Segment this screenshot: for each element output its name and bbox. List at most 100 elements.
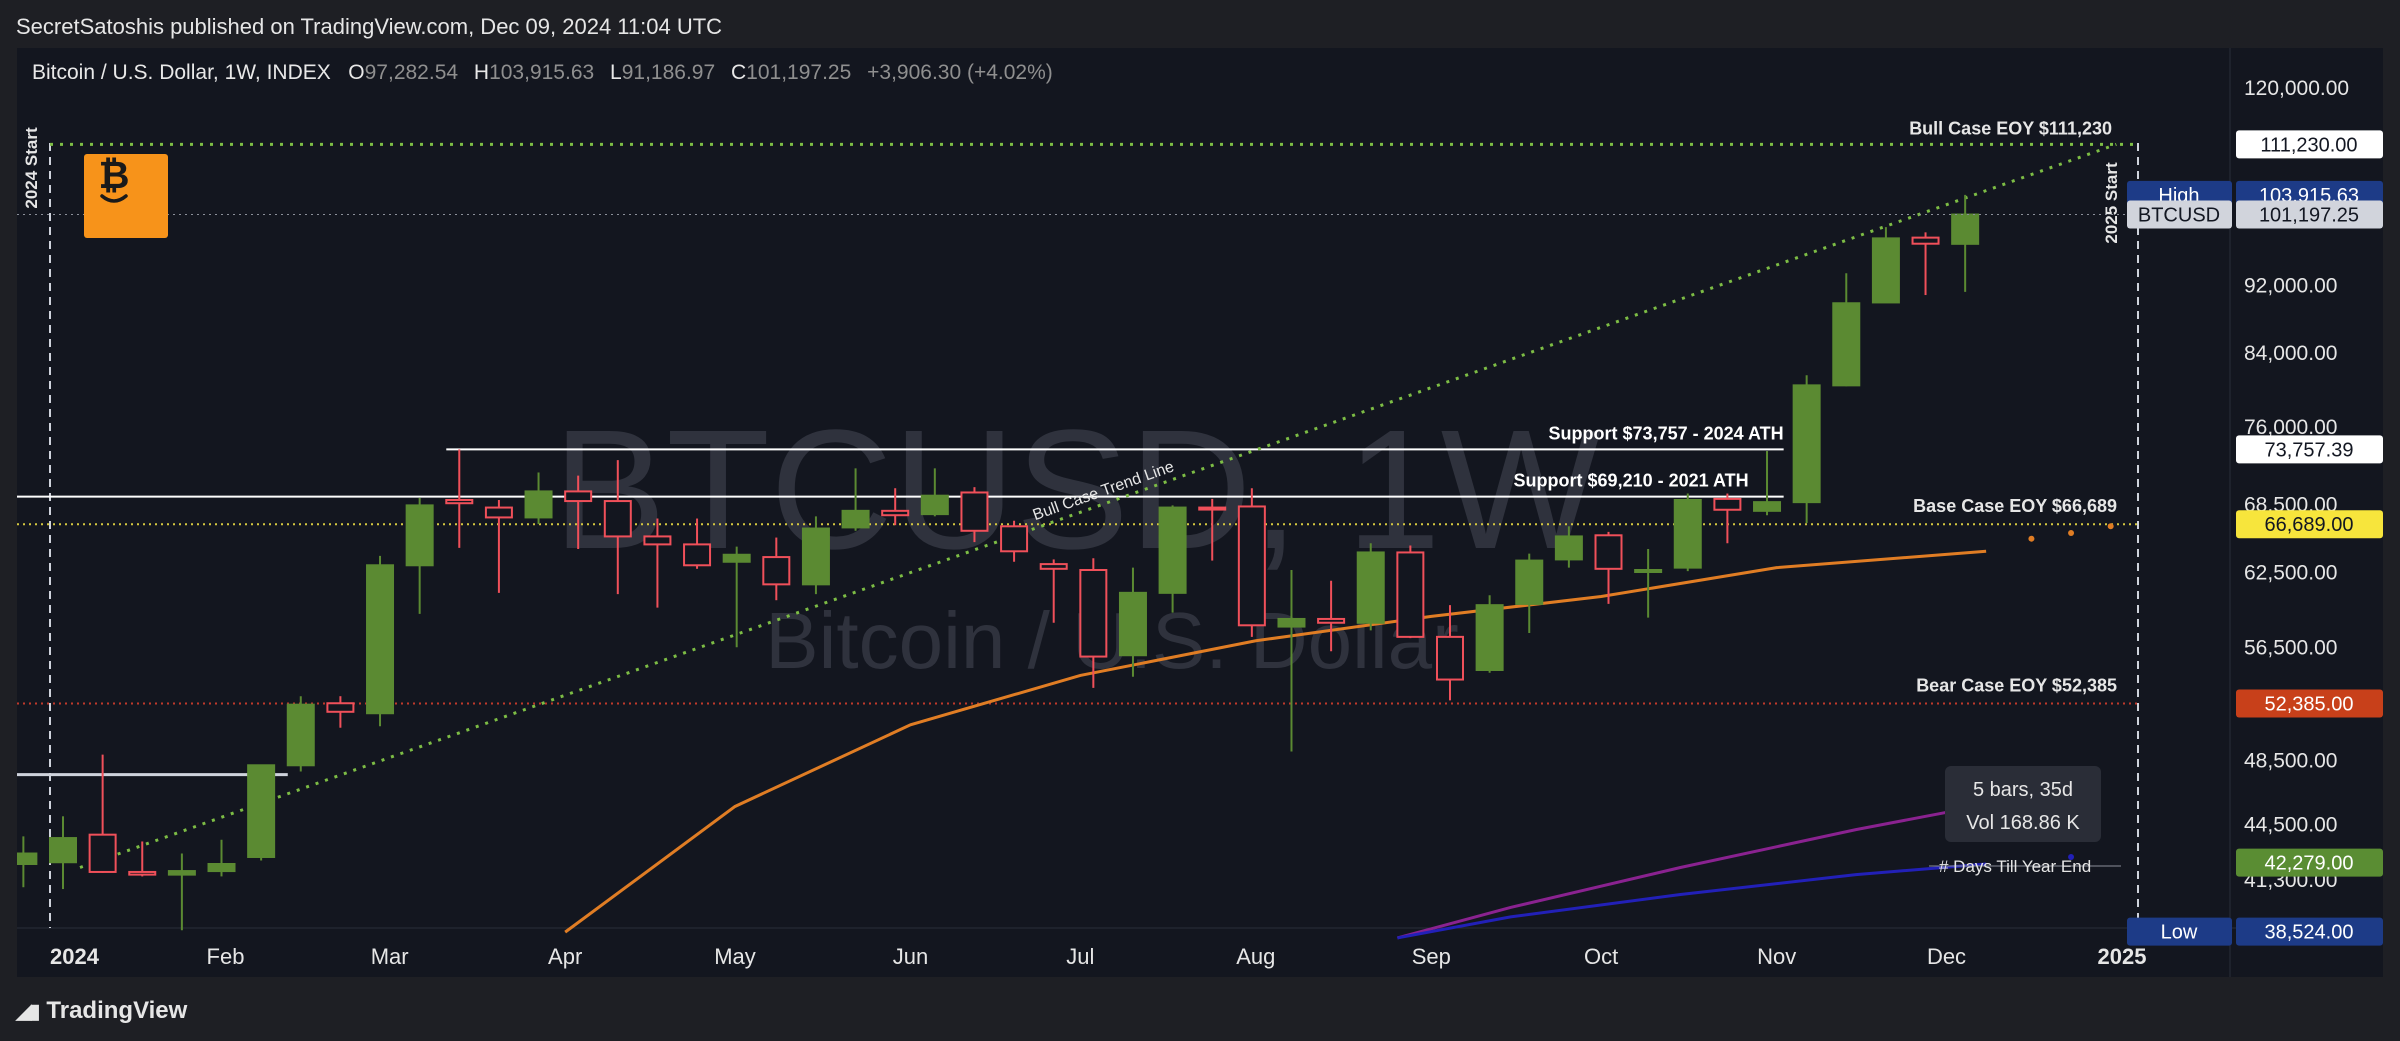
candle	[643, 518, 672, 608]
candle	[1594, 531, 1623, 604]
candle	[1713, 493, 1742, 544]
candle	[1158, 505, 1187, 613]
high-value: 103,915.63	[489, 61, 595, 84]
candle	[88, 754, 117, 873]
bull-case-label: Bull Case EOY $111,230	[1909, 118, 2112, 138]
measure-volume: Vol 168.86 K	[1966, 812, 2080, 834]
candle-body	[1237, 505, 1266, 627]
candle	[524, 472, 553, 525]
bitcoin-logo: ₿	[84, 154, 168, 238]
change-value: +3,906.30 (+4.02%)	[867, 61, 1053, 84]
candle	[1911, 232, 1940, 296]
bear-case-label: Bear Case EOY $52,385	[1916, 675, 2117, 695]
bull-trend-line	[79, 142, 2117, 869]
symbol-title[interactable]: Bitcoin / U.S. Dollar, 1W, INDEX	[32, 61, 331, 84]
price-label-text: 66,689.00	[2265, 514, 2354, 536]
candle	[1634, 548, 1663, 618]
low-label: L	[610, 61, 622, 84]
open-value: 97,282.54	[364, 61, 459, 84]
candle	[603, 460, 632, 595]
candle	[1237, 488, 1266, 637]
candle	[326, 696, 355, 728]
x-tick-label: Mar	[371, 944, 409, 969]
candle	[1871, 227, 1900, 304]
price-chart[interactable]: BTCUSD, 1W Bitcoin / U.S. Dollar 2024 Star…	[17, 48, 2383, 977]
candle	[207, 839, 236, 877]
candle	[1951, 194, 1980, 292]
candle-body	[1198, 506, 1227, 511]
candle-body	[286, 703, 315, 767]
candle	[49, 816, 77, 890]
price-label: 111,230.00	[2236, 130, 2383, 159]
x-tick-label: May	[714, 944, 756, 969]
candle	[881, 488, 910, 526]
candle-body	[762, 556, 791, 586]
candle-body	[524, 490, 553, 519]
price-label-text: 38,524.00	[2265, 922, 2354, 944]
candle-body	[1515, 559, 1544, 605]
y-tick-label: 120,000.00	[2244, 77, 2349, 100]
candle-body	[326, 702, 355, 713]
tradingview-brand[interactable]: ◢▮ TradingView	[16, 997, 187, 1025]
candle-body	[1475, 604, 1504, 671]
candle-body	[1554, 535, 1583, 561]
candle	[1396, 545, 1425, 639]
y-tick-label: 56,500.00	[2244, 636, 2337, 659]
price-label: 42,279.00	[2236, 848, 2383, 877]
support-2021-label: Support $69,210 - 2021 ATH	[1514, 471, 1749, 491]
candle-body	[1079, 568, 1108, 658]
candle	[1079, 558, 1108, 688]
candle	[1000, 520, 1029, 562]
year-end-label: 2025 Start	[2102, 162, 2121, 244]
candle	[445, 449, 474, 548]
open-label: O	[348, 61, 365, 84]
price-label: 101,197.25 BTCUSD	[2127, 200, 2383, 229]
candle-body	[1753, 501, 1782, 512]
chart-panel[interactable]: BTCUSD, 1W Bitcoin / U.S. Dollar 2024 Star…	[17, 48, 2383, 977]
candle	[1792, 375, 1821, 523]
x-tick-label: Jun	[893, 944, 928, 969]
candle	[247, 764, 276, 861]
price-label-box	[2236, 689, 2383, 718]
candle	[128, 841, 157, 877]
price-label-box	[2236, 130, 2383, 159]
brand-name: TradingView	[46, 997, 188, 1024]
candle-body	[1871, 237, 1900, 304]
price-label-box	[2236, 200, 2383, 229]
price-label-box	[2236, 510, 2383, 539]
ma-line-purple	[1396, 803, 1987, 940]
price-label: 52,385.00	[2236, 689, 2383, 718]
candle-body	[881, 509, 910, 517]
candle-body	[801, 527, 830, 586]
candle-body	[920, 494, 949, 516]
y-tick-label: 44,500.00	[2244, 814, 2337, 837]
high-label: H	[473, 61, 490, 84]
candle-body	[1911, 236, 1940, 245]
price-label-box	[2236, 848, 2383, 877]
ma-projection-dot	[2068, 853, 2075, 860]
ma-projection-dot	[2068, 530, 2075, 537]
measure-tooltip: 5 bars, 35d Vol 168.86 K	[1945, 766, 2101, 842]
candle	[1039, 559, 1068, 623]
x-tick-label: Feb	[207, 944, 245, 969]
days-label: # Days Till Year End	[1939, 857, 2091, 876]
price-label: 38,524.00 Low	[2127, 917, 2383, 946]
candle-body	[1634, 568, 1663, 573]
candle-body	[603, 500, 632, 538]
price-label-text: 52,385.00	[2265, 693, 2354, 715]
candle	[405, 497, 434, 614]
candle	[1753, 450, 1782, 516]
x-tick-label: Sep	[1412, 944, 1451, 969]
candle	[960, 487, 989, 543]
candle	[683, 518, 712, 569]
measure-bars: 5 bars, 35d	[1973, 779, 2073, 801]
publisher-line: SecretSatoshis published on TradingView.…	[16, 14, 723, 39]
x-tick-label: Dec	[1927, 944, 1966, 969]
x-tick-label: Oct	[1584, 944, 1618, 969]
ma-line-blue	[1397, 862, 1987, 940]
watermark-subtitle: Bitcoin / U.S. Dollar	[765, 596, 1459, 685]
price-tag-text: Low	[2161, 922, 2198, 944]
candle	[1832, 273, 1861, 387]
candle	[1118, 567, 1147, 677]
base-case-label: Base Case EOY $66,689	[1913, 496, 2117, 516]
